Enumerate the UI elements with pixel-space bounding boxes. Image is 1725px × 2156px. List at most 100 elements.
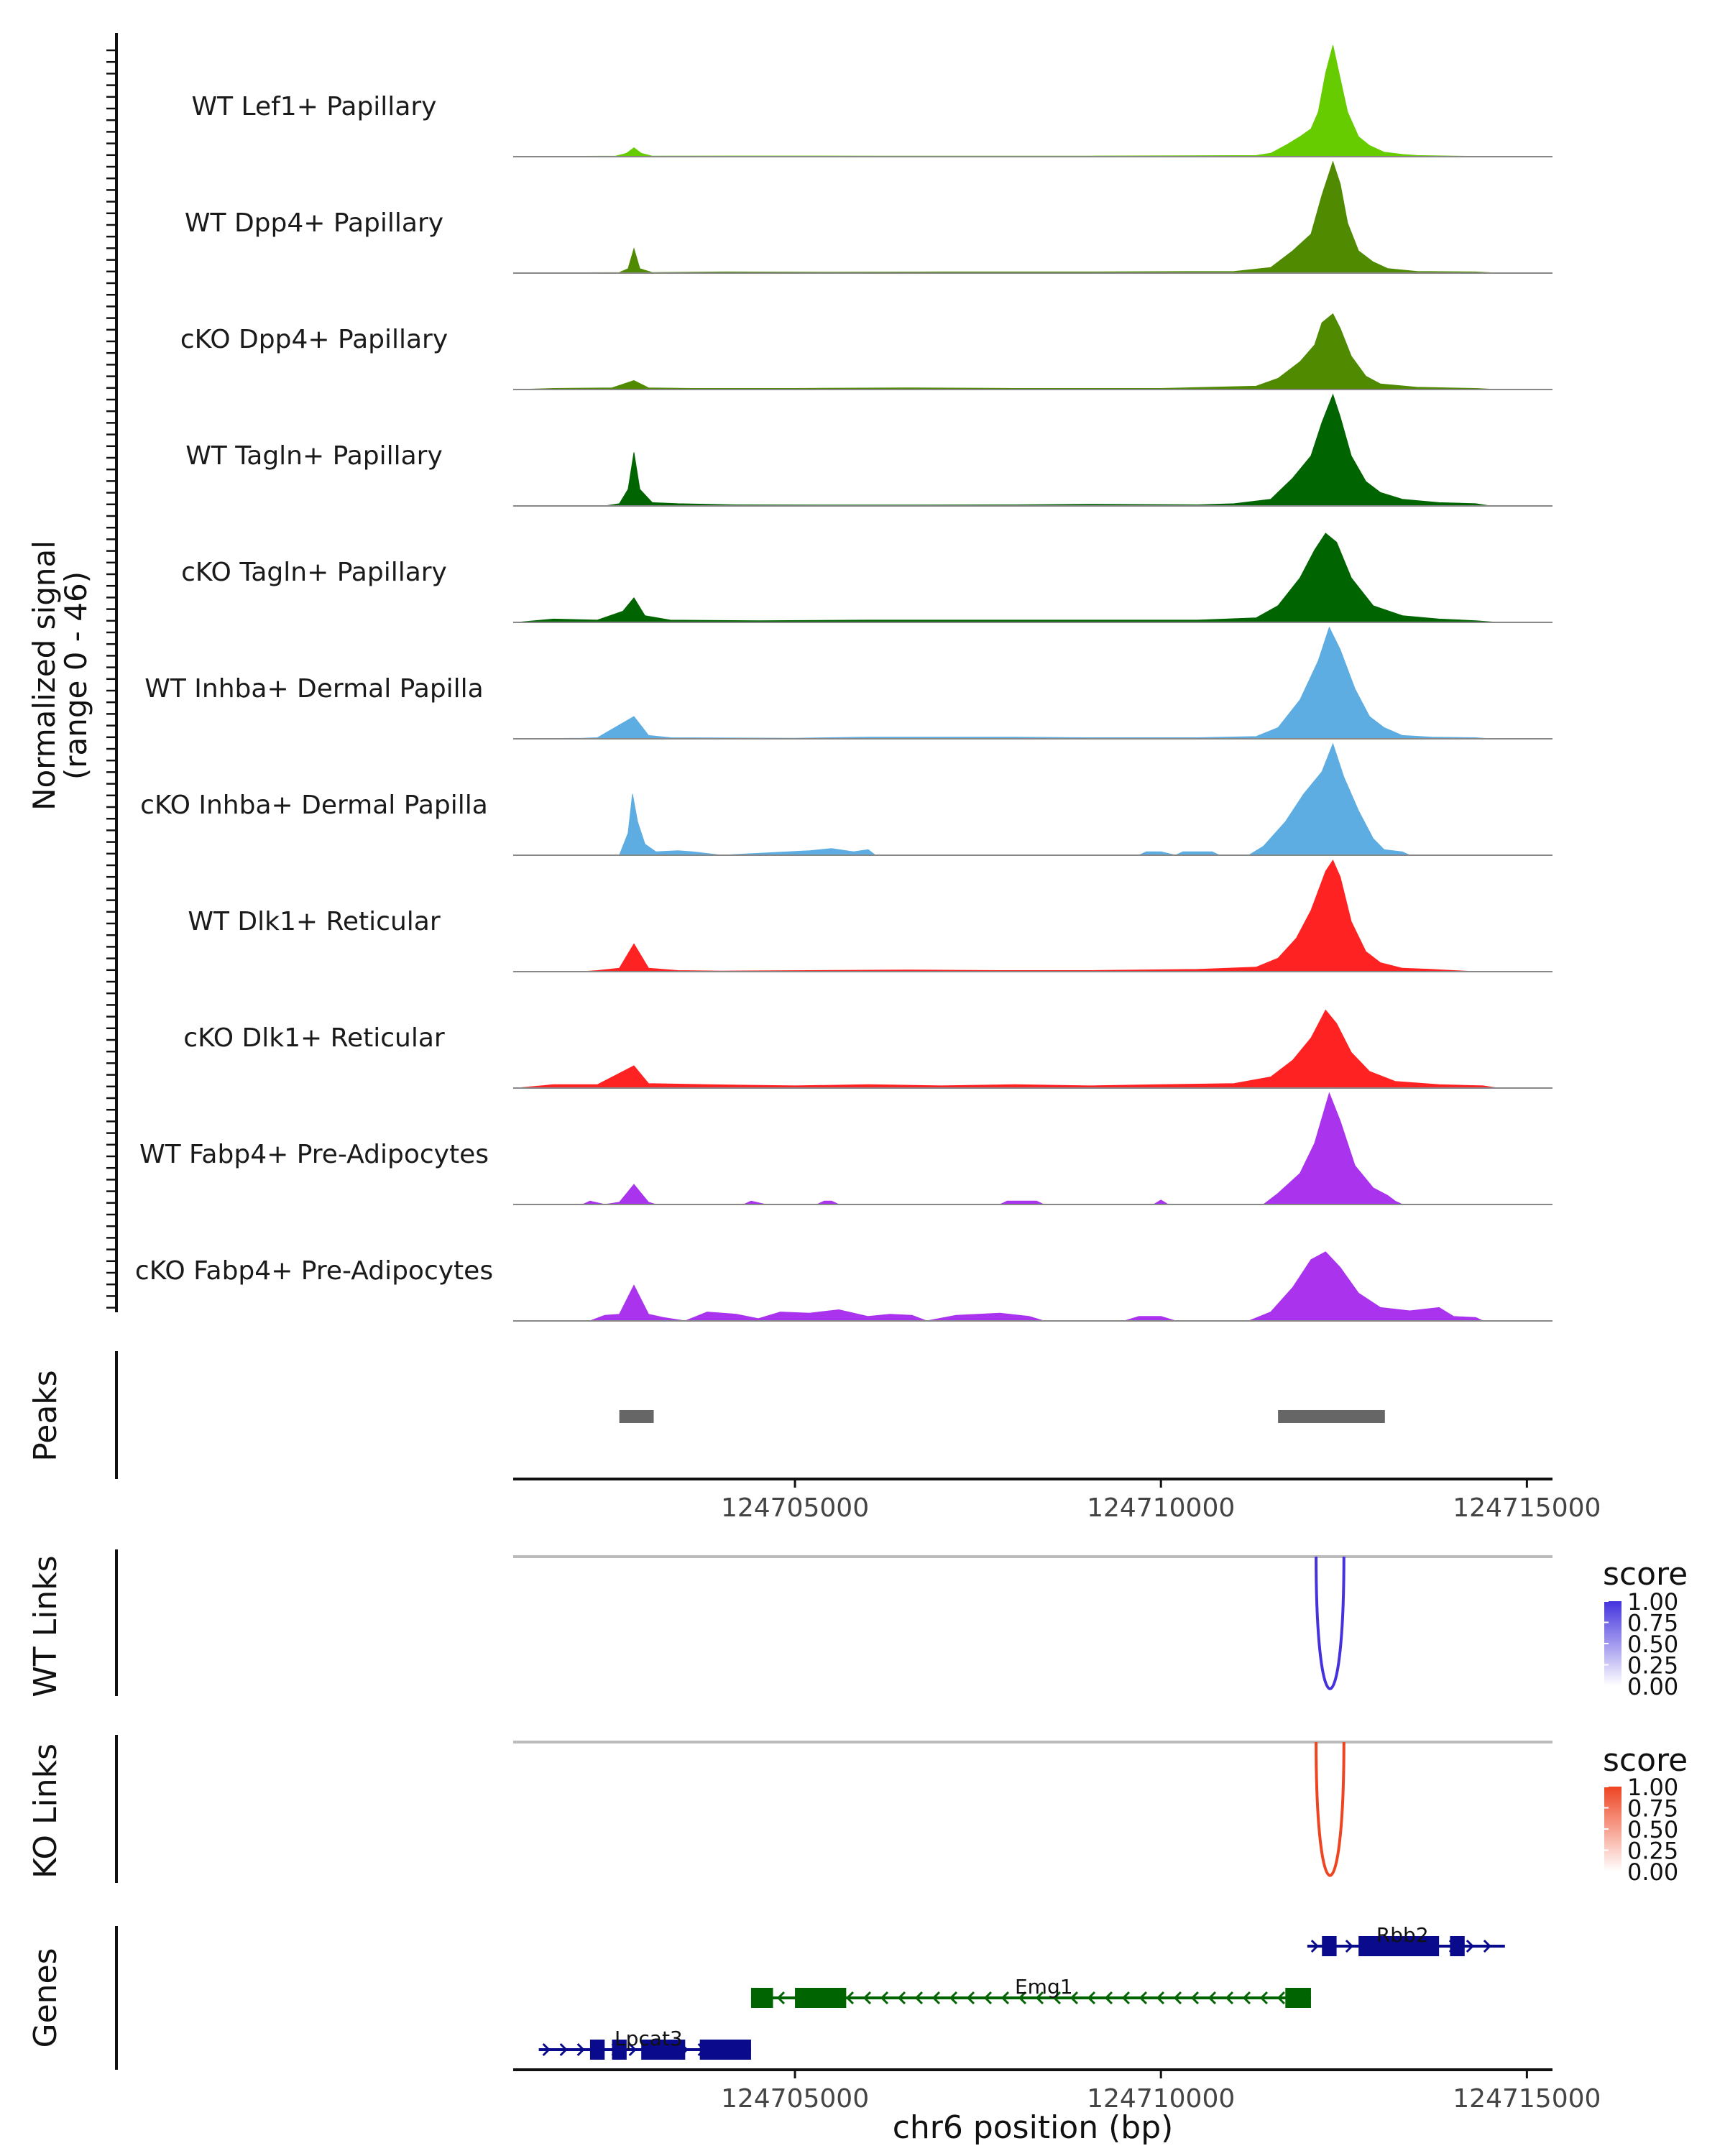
- link-arc: [1315, 1741, 1346, 1877]
- strand-chevron: [1483, 1939, 1491, 1953]
- strand-chevron: [949, 1991, 958, 2005]
- gene-model: Lpcat3: [538, 2027, 751, 2060]
- ko-legend-title: score: [1603, 1742, 1688, 1779]
- gene-exon: [612, 2040, 627, 2060]
- strand-chevron: [1276, 1991, 1286, 2005]
- x-tick-label: 124710000: [1087, 2084, 1235, 2114]
- coverage-track: WT Lef1+ Papillary: [192, 45, 1552, 157]
- coverage-track-label: cKO Tagln+ Papillary: [181, 558, 447, 587]
- coverage-area: [517, 742, 1498, 856]
- wt-legend-title: score: [1603, 1556, 1688, 1593]
- strand-chevron: [1052, 1991, 1062, 2005]
- coverage-track: cKO Inhba+ Dermal Papilla: [140, 742, 1552, 856]
- gene-exon: [795, 1988, 847, 2008]
- coverage-area: [517, 393, 1491, 507]
- x-tick-label: 124705000: [721, 2084, 869, 2114]
- strand-chevron: [1242, 1991, 1251, 2005]
- peak-region: [619, 1410, 654, 1423]
- coverage-area: [517, 313, 1498, 390]
- coverage-track: WT Inhba+ Dermal Papilla: [144, 626, 1552, 740]
- strand-chevron: [1121, 1991, 1131, 2005]
- genes-track: Rbb2 Emg1 Lpcat3: [115, 1923, 1505, 2070]
- coverage-track-label: WT Lef1+ Papillary: [192, 92, 437, 121]
- strand-chevron: [1310, 1939, 1319, 1953]
- strand-chevron: [1138, 1991, 1148, 2005]
- peaks-x-axis: 124705000 124710000 124715000: [513, 1478, 1601, 1523]
- strand-chevron: [542, 2042, 551, 2057]
- strand-chevron: [1156, 1991, 1165, 2005]
- strand-chevron: [1345, 1939, 1353, 1953]
- gene-exon: [641, 2040, 686, 2060]
- link-arc: [1315, 1556, 1346, 1690]
- coverage-track-label: WT Dlk1+ Reticular: [188, 907, 440, 936]
- coverage-track-label: WT Fabp4+ Pre-Adipocytes: [139, 1140, 489, 1169]
- strand-chevron: [966, 1991, 975, 2005]
- peaks-ylabel: Peaks: [27, 1370, 64, 1461]
- legend-tick-label: 0.50: [1627, 1816, 1678, 1843]
- gene-name-label: Lpcat3: [615, 2027, 683, 2050]
- coverage-track: cKO Dpp4+ Papillary: [180, 313, 1552, 390]
- coverage-track-label: cKO Dpp4+ Papillary: [180, 325, 448, 354]
- coverage-area: [517, 626, 1491, 740]
- peaks-track: [115, 1351, 1385, 1479]
- legend-tick-label: 1.00: [1627, 1588, 1678, 1616]
- strand-chevron: [914, 1991, 924, 2005]
- x-tick-label: 124715000: [1453, 2084, 1601, 2114]
- coverage-tracks: WT Lef1+ Papillary WT Dpp4+ Papillary cKO …: [106, 33, 1552, 1322]
- coverage-track: WT Fabp4+ Pre-Adipocytes: [139, 1092, 1552, 1205]
- gene-exon: [699, 2040, 751, 2060]
- legend-tick-label: 0.75: [1627, 1610, 1678, 1637]
- gene-exon: [589, 2040, 605, 2060]
- strand-chevron: [1466, 1939, 1474, 1953]
- coverage-area: [517, 1251, 1498, 1322]
- coverage-track: WT Dpp4+ Papillary: [185, 160, 1552, 274]
- gene-exon: [750, 1988, 773, 2008]
- coverage-track: cKO Fabp4+ Pre-Adipocytes: [135, 1251, 1552, 1322]
- ko-links-track: 1.000.750.500.250.00: [115, 1735, 1678, 1886]
- coverage-track: cKO Dlk1+ Reticular: [183, 1009, 1552, 1089]
- strand-chevron: [1208, 1991, 1217, 2005]
- x-axis-title: chr6 position (bp): [893, 2109, 1174, 2146]
- strand-chevron: [897, 1991, 906, 2005]
- coverage-area: [517, 160, 1498, 274]
- legend-tick-label: 0.00: [1627, 1673, 1678, 1700]
- strand-chevron: [1225, 1991, 1234, 2005]
- strand-chevron: [776, 1991, 786, 2005]
- legend-tick-label: 0.25: [1627, 1652, 1678, 1680]
- wt-links-ylabel: WT Links: [27, 1555, 64, 1697]
- strand-chevron: [880, 1991, 889, 2005]
- coverage-track-label: WT Tagln+ Papillary: [185, 441, 443, 471]
- coverage-area: [517, 859, 1476, 972]
- gene-exon: [1450, 1936, 1465, 1956]
- coverage-track: WT Dlk1+ Reticular: [188, 859, 1552, 972]
- coverage-area: [517, 45, 1498, 157]
- legend-tick-label: 0.25: [1627, 1838, 1678, 1865]
- x-tick-label: 124710000: [1087, 1493, 1235, 1523]
- legend-tick-label: 0.75: [1627, 1795, 1678, 1823]
- wt-links-track: 1.000.750.500.250.00: [115, 1549, 1678, 1700]
- strand-chevron: [1070, 1991, 1079, 2005]
- coverage-track-label: WT Dpp4+ Papillary: [185, 208, 443, 238]
- coverage-area: [517, 1092, 1498, 1205]
- strand-chevron: [1018, 1991, 1027, 2005]
- gene-name-label: Rbb2: [1376, 1923, 1429, 1947]
- gene-exon: [1322, 1936, 1337, 1956]
- coverage-track: cKO Tagln+ Papillary: [181, 533, 1552, 623]
- ko-links-ylabel: KO Links: [27, 1743, 64, 1879]
- strand-chevron: [1035, 1991, 1044, 2005]
- strand-chevron: [1104, 1991, 1113, 2005]
- gene-exon: [1285, 1988, 1311, 2008]
- strand-chevron: [628, 2042, 637, 2057]
- strand-chevron: [1259, 1991, 1269, 2005]
- coverage-track-label: cKO Fabp4+ Pre-Adipocytes: [135, 1256, 493, 1286]
- legend-tick-label: 0.50: [1627, 1631, 1678, 1658]
- coverage-track-label: cKO Dlk1+ Reticular: [183, 1023, 445, 1053]
- coverage-area: [517, 533, 1498, 623]
- coverage-area: [517, 1009, 1498, 1089]
- strand-chevron: [845, 1991, 855, 2005]
- coverage-ylabel-line2: (range 0 - 46): [58, 571, 93, 780]
- peak-region: [1278, 1410, 1385, 1423]
- coverage-track: WT Tagln+ Papillary: [185, 393, 1552, 507]
- x-tick-label: 124715000: [1453, 1493, 1601, 1523]
